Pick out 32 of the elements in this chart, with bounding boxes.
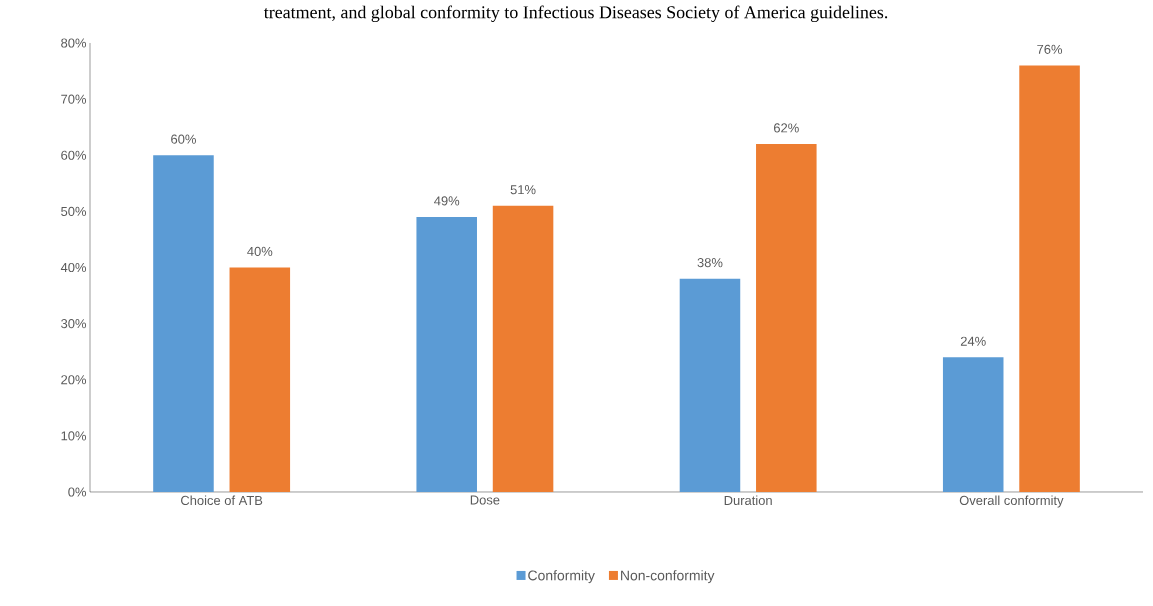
- y-tick-label: 50%: [61, 206, 87, 216]
- x-tick-label: Dose: [470, 495, 500, 505]
- bar: [942, 357, 1004, 492]
- data-label: 24%: [960, 336, 986, 346]
- y-tick-label: 70%: [61, 94, 87, 104]
- data-label: 51%: [510, 185, 536, 195]
- y-tick-label: 0%: [68, 487, 87, 497]
- x-tick-label: Duration: [724, 495, 772, 506]
- bar: [492, 205, 554, 492]
- y-tick-label: 20%: [61, 375, 87, 385]
- data-label: 40%: [247, 246, 273, 256]
- y-tick-label: 60%: [61, 150, 87, 160]
- bar: [153, 155, 214, 492]
- bar: [416, 216, 477, 492]
- data-label: 38%: [697, 258, 723, 268]
- chart-title: treatment, and global conformity to Infectious Diseases Society of America guidelines.: [263, 5, 888, 23]
- bar: [756, 144, 817, 492]
- legend-label: Non-conformity: [621, 570, 715, 584]
- data-label: 60%: [171, 134, 196, 144]
- bar: [229, 267, 291, 492]
- data-label: 62%: [774, 123, 799, 133]
- y-tick-label: 30%: [61, 319, 87, 329]
- x-tick-label: Overall conformity: [959, 495, 1064, 508]
- bar: [1019, 65, 1080, 492]
- y-tick-label: 80%: [61, 38, 87, 48]
- data-label: 49%: [434, 196, 460, 206]
- x-tick-label: Choice of ATB: [181, 495, 263, 506]
- legend-label: Conformity: [528, 570, 595, 584]
- data-label: 76%: [1037, 44, 1063, 54]
- y-tick-label: 40%: [60, 262, 87, 273]
- y-tick-label: 10%: [61, 431, 87, 441]
- bar: [679, 278, 741, 492]
